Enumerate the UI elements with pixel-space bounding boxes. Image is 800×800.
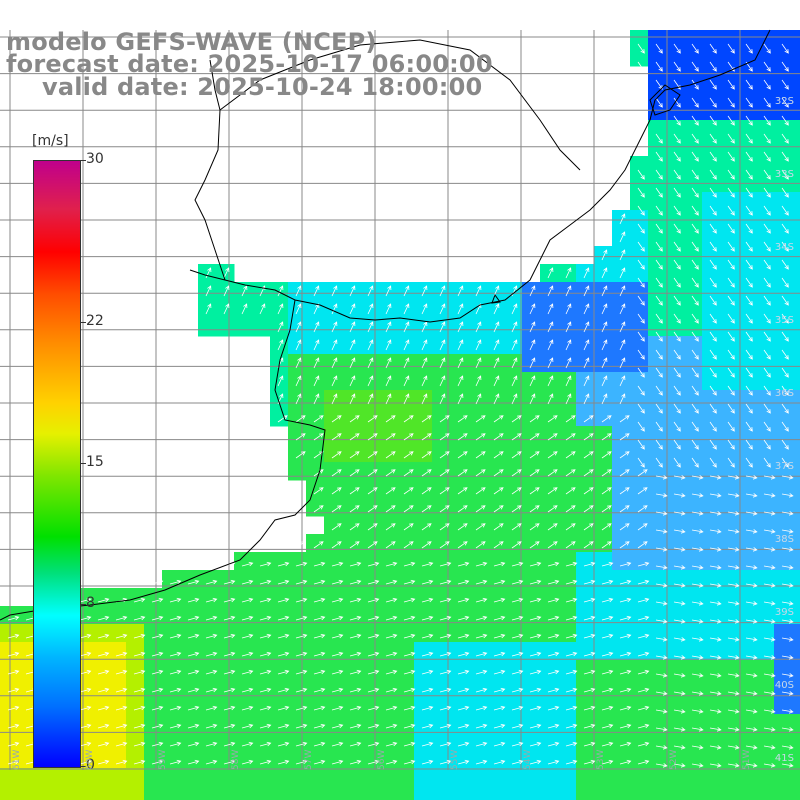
colorbar-tick-label: 22 [86,312,104,329]
longitude-label: 59W [158,749,168,770]
colorbar-tick-label: 15 [86,454,104,470]
colorbar-unit: [m/s] [32,133,69,149]
latitude-label: 38S [774,534,794,545]
longitude-label: 55W [450,749,460,770]
colorbar-tickmark [80,321,86,323]
longitude-label: 57W [304,749,314,770]
colorbar-tick-label: 8 [86,595,95,612]
latitude-label: 33S [774,169,794,180]
latitude-label: 39S [774,607,794,618]
latitude-label: 34S [774,242,794,253]
colorbar-tickmark [80,463,86,464]
longitude-label: 58W [231,749,241,770]
latitude-label: 40S [774,680,794,691]
colorbar-tick-label: 30 [86,151,104,167]
longitude-label: 56W [377,749,387,770]
longitude-label: 61W [12,749,22,770]
longitude-label: 53W [596,749,606,770]
longitude-label: 60W [85,749,95,770]
longitude-label: 52W [669,749,679,770]
coastline [0,29,771,621]
latitude-label: 41S [774,753,794,764]
colorbar-tickmark [80,160,86,161]
latitude-label: 36S [774,388,794,399]
valid-date: valid date: 2025-10-24 18:00:00 [42,73,483,101]
colorbar-tickmark [80,766,86,767]
model-title: modelo GEFS-WAVE (NCEP) [6,28,377,56]
wind-arrows [7,43,794,768]
wind-speed-field [0,30,800,800]
colorbar-tick-label: 0 [86,757,95,773]
latitude-label: 37S [774,461,794,472]
longitude-label: 54W [523,749,533,770]
lat-lon-grid [0,30,800,770]
forecast-date: forecast date: 2025-10-17 06:00:00 [6,50,493,78]
colorbar-gradient [33,160,81,768]
latitude-label: 35S [774,315,794,326]
longitude-label: 51W [742,749,752,770]
colorbar-tickmark [80,604,86,606]
latitude-label: 32S [774,96,794,107]
